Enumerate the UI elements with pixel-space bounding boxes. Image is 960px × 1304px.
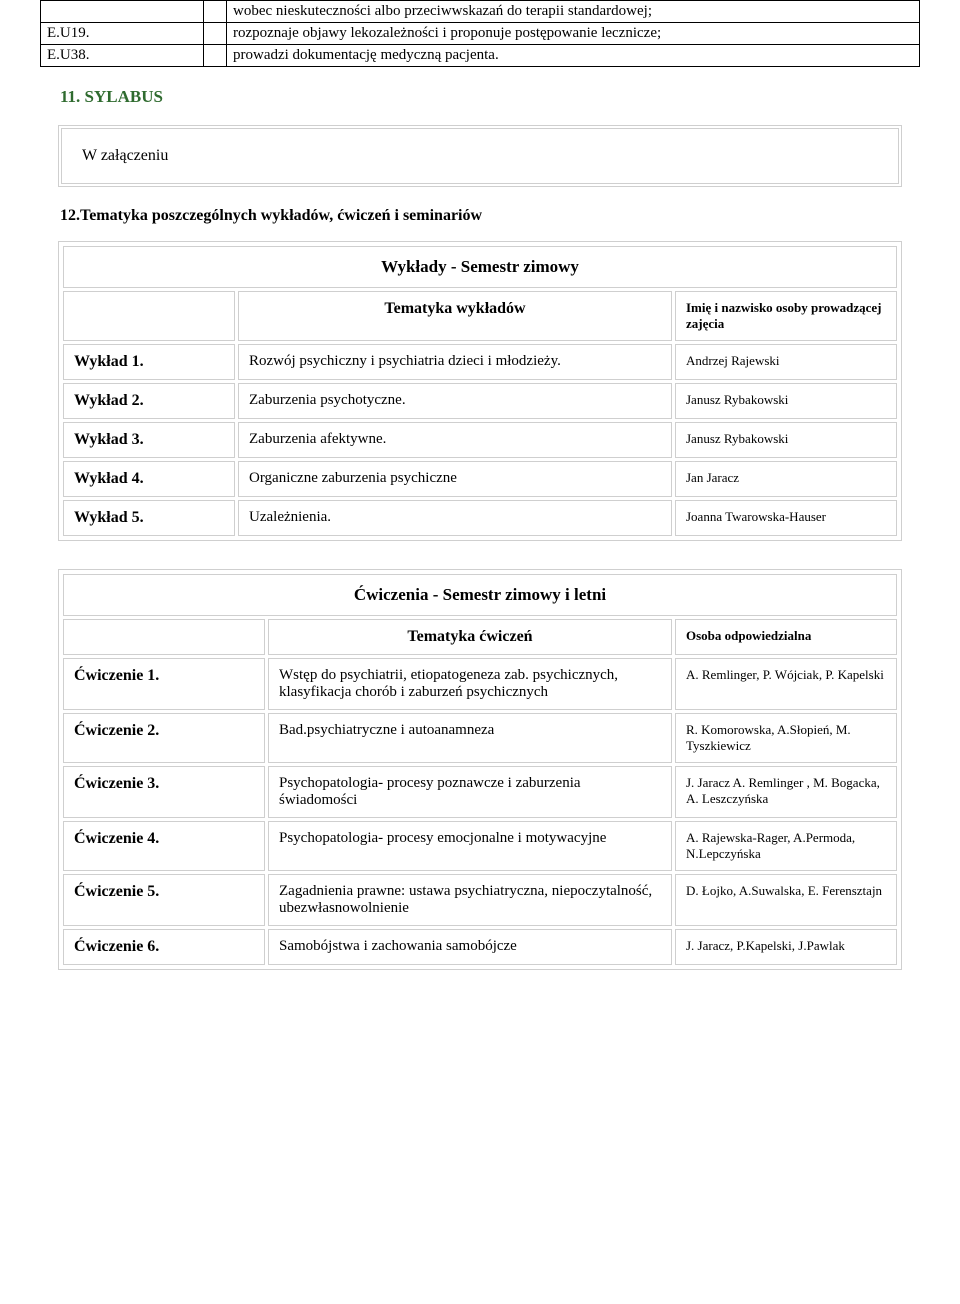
attachment-text: W załączeniu bbox=[61, 128, 899, 184]
intro-table: wobec nieskuteczności albo przeciwwskaza… bbox=[40, 0, 920, 67]
exercise-topic: Bad.psychiatryczne i autoanamneza bbox=[268, 713, 672, 763]
lecture-person: Jan Jaracz bbox=[675, 461, 897, 497]
table-row: Wykład 4.Organiczne zaburzenia psychiczn… bbox=[63, 461, 897, 497]
exercise-label: Ćwiczenie 2. bbox=[63, 713, 265, 763]
exercise-topic: Zagadnienia prawne: ustawa psychiatryczn… bbox=[268, 874, 672, 926]
exercises-title-row: Ćwiczenia - Semestr zimowy i letni bbox=[63, 574, 897, 616]
table-row: Ćwiczenie 6.Samobójstwa i zachowania sam… bbox=[63, 929, 897, 965]
sylabus-heading: 11. SYLABUS bbox=[60, 87, 920, 107]
intro-blank bbox=[204, 45, 227, 67]
exercise-label: Ćwiczenie 5. bbox=[63, 874, 265, 926]
exercises-header-row: Tematyka ćwiczeń Osoba odpowiedzialna bbox=[63, 619, 897, 655]
exercises-title: Ćwiczenia - Semestr zimowy i letni bbox=[63, 574, 897, 616]
exercise-topic: Psychopatologia- procesy emocjonalne i m… bbox=[268, 821, 672, 871]
intro-blank bbox=[204, 23, 227, 45]
tematyka-heading: 12.Tematyka poszczególnych wykładów, ćwi… bbox=[60, 207, 920, 225]
table-row: Ćwiczenie 5.Zagadnienia prawne: ustawa p… bbox=[63, 874, 897, 926]
exercises-header-blank bbox=[63, 619, 265, 655]
lectures-header-person: Imię i nazwisko osoby prowadzącej zajęci… bbox=[675, 291, 897, 341]
exercise-label: Ćwiczenie 4. bbox=[63, 821, 265, 871]
lectures-title-row: Wykłady - Semestr zimowy bbox=[63, 246, 897, 288]
lecture-topic: Zaburzenia afektywne. bbox=[238, 422, 672, 458]
lecture-label: Wykład 3. bbox=[63, 422, 235, 458]
table-row: Ćwiczenie 4.Psychopatologia- procesy emo… bbox=[63, 821, 897, 871]
table-row: Ćwiczenie 1.Wstęp do psychiatrii, etiopa… bbox=[63, 658, 897, 710]
exercise-person: D. Łojko, A.Suwalska, E. Ferensztajn bbox=[675, 874, 897, 926]
attachment-box-outer: W załączeniu bbox=[58, 125, 902, 187]
lecture-topic: Zaburzenia psychotyczne. bbox=[238, 383, 672, 419]
table-row: Wykład 5.Uzależnienia.Joanna Twarowska-H… bbox=[63, 500, 897, 536]
lecture-person: Joanna Twarowska-Hauser bbox=[675, 500, 897, 536]
intro-row: wobec nieskuteczności albo przeciwwskaza… bbox=[41, 1, 920, 23]
exercise-person: J. Jaracz A. Remlinger , M. Bogacka, A. … bbox=[675, 766, 897, 818]
intro-row: E.U38. prowadzi dokumentację medyczną pa… bbox=[41, 45, 920, 67]
intro-text: wobec nieskuteczności albo przeciwwskaza… bbox=[227, 1, 920, 23]
exercises-table: Ćwiczenia - Semestr zimowy i letni Temat… bbox=[58, 569, 902, 970]
exercise-person: J. Jaracz, P.Kapelski, J.Pawlak bbox=[675, 929, 897, 965]
intro-blank bbox=[204, 1, 227, 23]
table-row: Wykład 3.Zaburzenia afektywne.Janusz Ryb… bbox=[63, 422, 897, 458]
exercise-topic: Samobójstwa i zachowania samobójcze bbox=[268, 929, 672, 965]
lecture-label: Wykład 2. bbox=[63, 383, 235, 419]
lecture-label: Wykład 1. bbox=[63, 344, 235, 380]
lecture-topic: Rozwój psychiczny i psychiatria dzieci i… bbox=[238, 344, 672, 380]
exercise-label: Ćwiczenie 3. bbox=[63, 766, 265, 818]
exercise-topic: Wstęp do psychiatrii, etiopatogeneza zab… bbox=[268, 658, 672, 710]
lecture-person: Janusz Rybakowski bbox=[675, 383, 897, 419]
intro-code bbox=[41, 1, 204, 23]
exercise-person: R. Komorowska, A.Słopień, M. Tyszkiewicz bbox=[675, 713, 897, 763]
exercise-label: Ćwiczenie 6. bbox=[63, 929, 265, 965]
table-row: Ćwiczenie 2.Bad.psychiatryczne i autoana… bbox=[63, 713, 897, 763]
lecture-person: Janusz Rybakowski bbox=[675, 422, 897, 458]
table-row: Ćwiczenie 3.Psychopatologia- procesy poz… bbox=[63, 766, 897, 818]
exercises-header-topic: Tematyka ćwiczeń bbox=[268, 619, 672, 655]
lecture-label: Wykład 4. bbox=[63, 461, 235, 497]
lectures-title: Wykłady - Semestr zimowy bbox=[63, 246, 897, 288]
lecture-label: Wykład 5. bbox=[63, 500, 235, 536]
exercises-header-person: Osoba odpowiedzialna bbox=[675, 619, 897, 655]
intro-code: E.U19. bbox=[41, 23, 204, 45]
lectures-table: Wykłady - Semestr zimowy Tematyka wykład… bbox=[58, 241, 902, 541]
lectures-header-row: Tematyka wykładów Imię i nazwisko osoby … bbox=[63, 291, 897, 341]
table-row: Wykład 1.Rozwój psychiczny i psychiatria… bbox=[63, 344, 897, 380]
intro-text: rozpoznaje objawy lekozależności i propo… bbox=[227, 23, 920, 45]
exercise-person: A. Rajewska-Rager, A.Permoda, N.Lepczyńs… bbox=[675, 821, 897, 871]
intro-row: E.U19. rozpoznaje objawy lekozależności … bbox=[41, 23, 920, 45]
lecture-topic: Uzależnienia. bbox=[238, 500, 672, 536]
exercise-topic: Psychopatologia- procesy poznawcze i zab… bbox=[268, 766, 672, 818]
intro-code: E.U38. bbox=[41, 45, 204, 67]
lecture-person: Andrzej Rajewski bbox=[675, 344, 897, 380]
intro-text: prowadzi dokumentację medyczną pacjenta. bbox=[227, 45, 920, 67]
lecture-topic: Organiczne zaburzenia psychiczne bbox=[238, 461, 672, 497]
exercise-label: Ćwiczenie 1. bbox=[63, 658, 265, 710]
lectures-header-blank bbox=[63, 291, 235, 341]
exercise-person: A. Remlinger, P. Wójciak, P. Kapelski bbox=[675, 658, 897, 710]
table-row: Wykład 2.Zaburzenia psychotyczne.Janusz … bbox=[63, 383, 897, 419]
lectures-header-topic: Tematyka wykładów bbox=[238, 291, 672, 341]
